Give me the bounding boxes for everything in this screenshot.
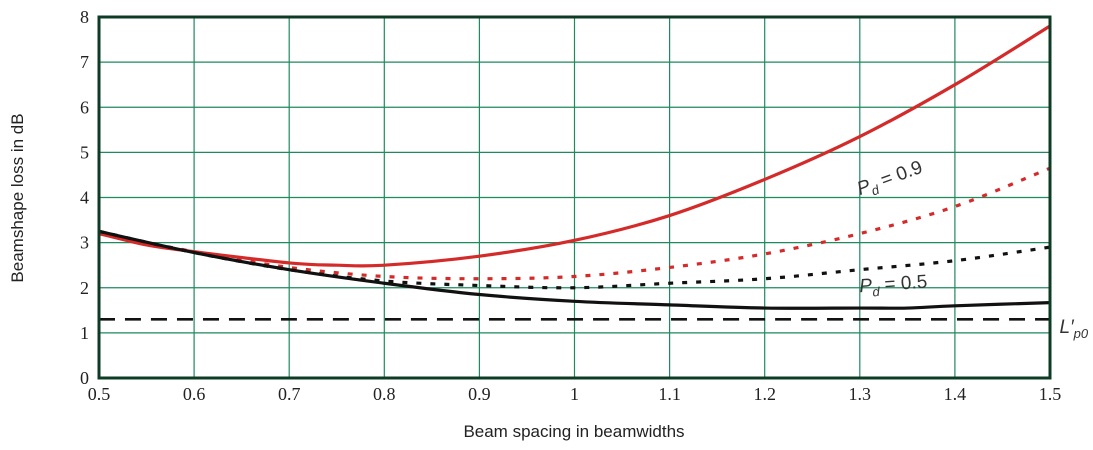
x-tick-label: 0.9	[468, 384, 491, 404]
x-tick-label: 1.1	[658, 384, 681, 404]
series-line-black-solid	[98, 229, 1051, 310]
x-tick-label: 0.5	[88, 384, 111, 404]
series-annotation: Pd = 0.9	[854, 157, 926, 203]
x-tick-label: 1.3	[849, 384, 872, 404]
series-annotation: L′p0	[1060, 317, 1089, 341]
x-tick-labels: 0.5 0.6 0.7 0.8 0.9 1 1.1 1.2 1.3 1.4 1.5	[88, 384, 1062, 404]
y-tick-label: 5	[80, 142, 89, 162]
y-tick-label: 6	[80, 97, 89, 117]
y-axis-label: Beamshape loss in dB	[8, 113, 27, 282]
y-tick-labels: 0 1 2 3 4 5 6 7 8	[80, 7, 89, 388]
x-tick-label: 1.5	[1039, 384, 1062, 404]
plot-frame	[97, 15, 1052, 380]
series-line-red-dotted	[98, 166, 1051, 281]
series-annotation: Pd = 0.5	[859, 272, 929, 301]
y-tick-label: 3	[80, 233, 89, 253]
x-tick-label: 0.6	[183, 384, 206, 404]
x-axis-label: Beam spacing in beamwidths	[463, 422, 684, 441]
x-tick-label: 1.2	[753, 384, 776, 404]
x-tick-label: 1.4	[944, 384, 967, 404]
y-tick-label: 4	[80, 188, 89, 208]
y-tick-label: 0	[80, 368, 89, 388]
grid	[98, 16, 1051, 379]
x-tick-label: 0.8	[373, 384, 396, 404]
y-tick-label: 7	[80, 52, 89, 72]
y-tick-label: 1	[80, 323, 89, 343]
annotations: Pd = 0.9 Pd = 0.5 L′p0	[854, 157, 1089, 341]
x-tick-label: 0.7	[278, 384, 301, 404]
y-tick-label: 2	[80, 278, 89, 298]
y-tick-label: 8	[80, 7, 89, 27]
x-tick-label: 1	[570, 384, 579, 404]
series-group	[98, 24, 1051, 321]
series-line-black-dotted	[98, 229, 1051, 290]
